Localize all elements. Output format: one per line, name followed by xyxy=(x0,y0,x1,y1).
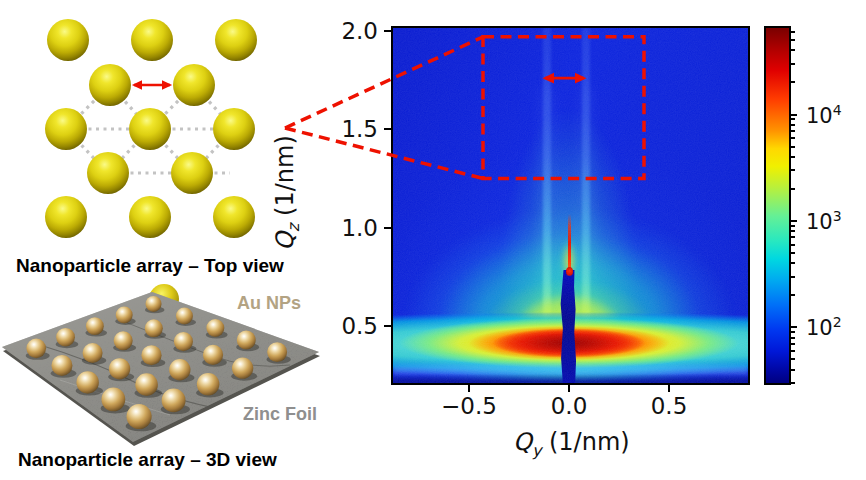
zinc-foil-label: Zinc Foil xyxy=(243,404,317,425)
colorbar-minor-tick xyxy=(791,337,795,339)
colorbar-minor-tick xyxy=(791,130,795,132)
colorbar-major-tick xyxy=(791,220,797,222)
colorbar-minor-tick xyxy=(791,225,795,227)
colorbar-minor-tick xyxy=(791,188,795,190)
colorbar-minor-tick xyxy=(791,137,795,139)
colorbar-minor-tick xyxy=(791,331,795,333)
colorbar-minor-tick xyxy=(791,118,795,120)
x-tick-label: −0.5 xyxy=(441,393,497,419)
x-axis-label: Qy (1/nm) xyxy=(513,428,630,460)
colorbar-minor-tick xyxy=(791,63,795,65)
colorbar xyxy=(764,26,791,385)
au-nps-label: Au NPs xyxy=(237,293,301,314)
x-tick-label: 0.5 xyxy=(651,393,688,419)
colorbar-minor-tick xyxy=(791,343,795,345)
colorbar-tick-label: 102 xyxy=(806,314,842,340)
y-tick-label: 1.5 xyxy=(330,116,378,142)
colorbar-minor-tick xyxy=(791,236,795,238)
colorbar-minor-tick xyxy=(791,39,795,41)
colorbar-minor-tick xyxy=(791,358,795,360)
colorbar-minor-tick xyxy=(791,81,795,83)
colorbar-minor-tick xyxy=(791,49,795,51)
colorbar-minor-tick xyxy=(791,276,795,278)
colorbar-minor-tick xyxy=(791,369,795,371)
colorbar-tick-label: 104 xyxy=(806,102,842,128)
colorbar-minor-tick xyxy=(791,244,795,246)
colorbar-major-tick xyxy=(791,326,797,328)
colorbar-minor-tick xyxy=(791,124,795,126)
y-tick-mark xyxy=(384,30,391,32)
x-tick-mark xyxy=(568,385,570,392)
detector-noise xyxy=(393,28,748,383)
gisaxs-heatmap-plot xyxy=(391,26,750,385)
colorbar-minor-tick xyxy=(791,262,795,264)
y-axis-label: Qz (1/nm) xyxy=(271,135,303,251)
y-tick-mark xyxy=(384,227,391,229)
y-tick-mark xyxy=(384,128,391,130)
colorbar-minor-tick xyxy=(791,230,795,232)
y-tick-label: 2.0 xyxy=(330,18,378,44)
colorbar-minor-tick xyxy=(791,169,795,171)
x-tick-mark xyxy=(668,385,670,392)
y-tick-mark xyxy=(384,325,391,327)
gold-nanoparticles xyxy=(45,19,257,238)
colorbar-minor-tick xyxy=(791,294,795,296)
top-view-caption: Nanoparticle array – Top view xyxy=(16,255,284,277)
colorbar-major-tick xyxy=(791,114,797,116)
y-tick-label: 0.5 xyxy=(330,313,378,339)
x-tick-mark xyxy=(468,385,470,392)
colorbar-minor-tick xyxy=(791,350,795,352)
x-tick-label: 0.0 xyxy=(551,393,588,419)
colorbar-tick-label: 103 xyxy=(806,208,842,234)
colorbar-minor-tick xyxy=(791,156,795,158)
y-tick-label: 1.0 xyxy=(330,215,378,241)
colorbar-minor-tick xyxy=(791,146,795,148)
3d-view-caption: Nanoparticle array – 3D view xyxy=(18,449,277,471)
colorbar-minor-tick xyxy=(791,382,795,384)
colorbar-minor-tick xyxy=(791,252,795,254)
colorbar-minor-tick xyxy=(791,31,795,33)
